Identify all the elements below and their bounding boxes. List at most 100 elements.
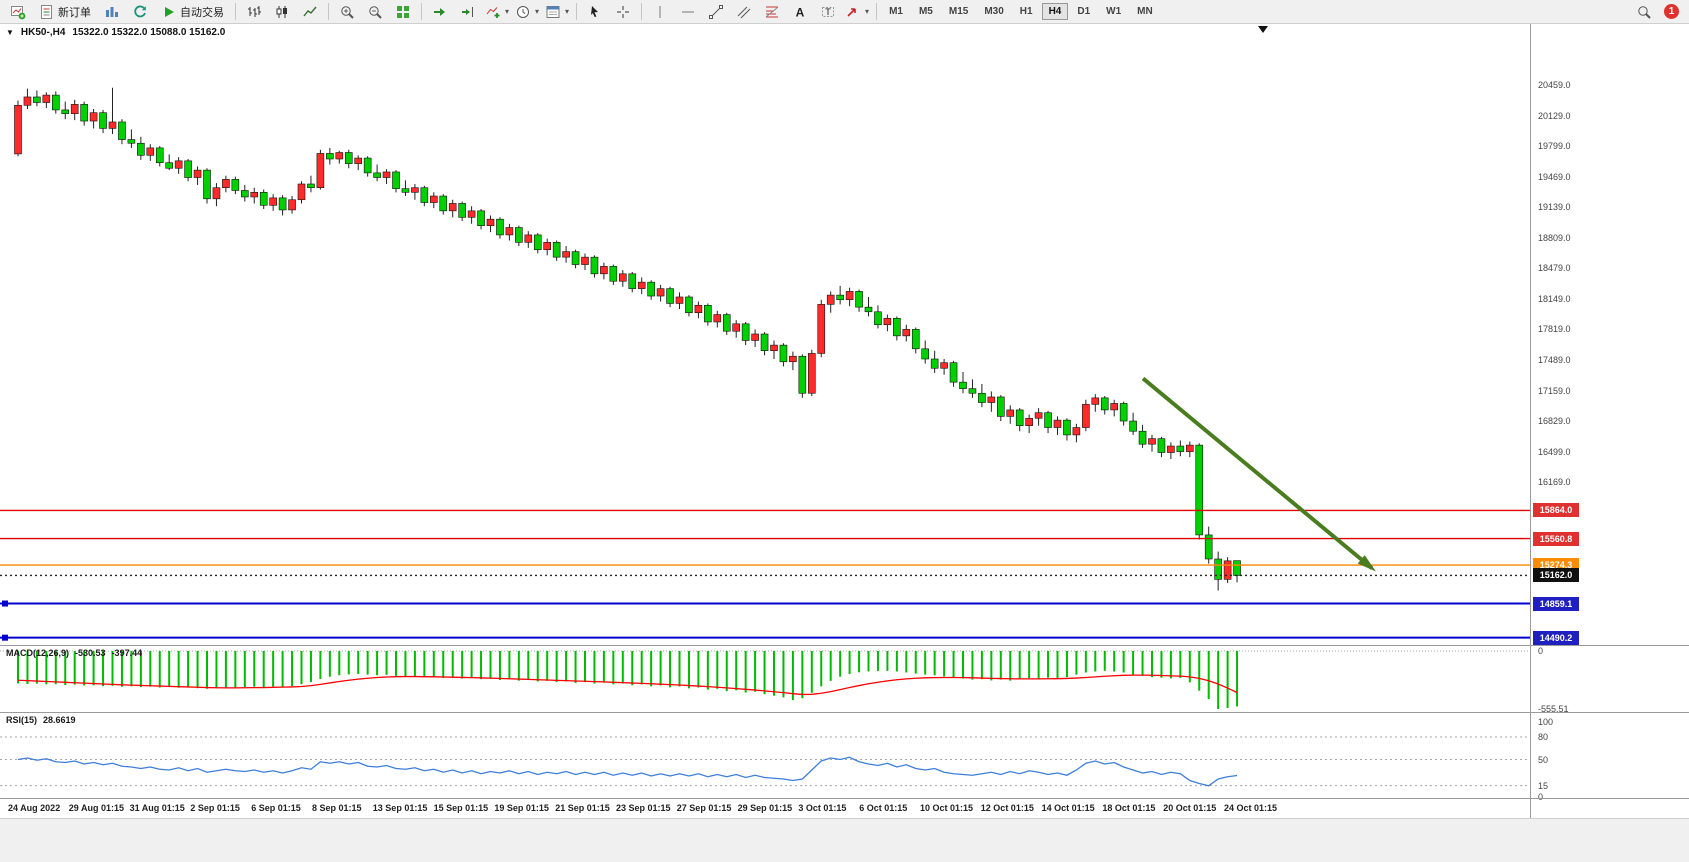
main-chart-canvas[interactable]: [0, 24, 1530, 645]
macd-label: MACD(12,26,9) -530.53 -397.44: [6, 648, 142, 658]
trendline-button[interactable]: [702, 1, 730, 23]
search-button[interactable]: [1630, 1, 1658, 23]
pane-separator[interactable]: [0, 712, 1689, 713]
text-label-button[interactable]: T: [814, 1, 842, 23]
time-axis-label: 24 Aug 2022: [8, 803, 61, 813]
price-axis-label: 18479.0: [1538, 263, 1571, 274]
templates-icon: [545, 4, 561, 20]
price-axis-label: 18809.0: [1538, 232, 1571, 243]
price-level-badge: 15864.0: [1533, 503, 1579, 518]
time-axis-label: 8 Sep 01:15: [312, 803, 362, 813]
rsi-value: 28.6619: [43, 715, 76, 725]
time-axis-label: 29 Sep 01:15: [737, 803, 793, 813]
rsi-axis-label: 0: [1538, 792, 1544, 802]
periods-clock-icon: [515, 4, 531, 20]
macd-main-value: -530.53: [75, 648, 106, 658]
macd-histogram: [17, 651, 1239, 709]
chart-shift-button[interactable]: [454, 1, 482, 23]
time-axis-label: 15 Sep 01:15: [433, 803, 489, 813]
autotrading-button[interactable]: 自动交易: [154, 1, 231, 23]
indicators-button[interactable]: ▾: [482, 1, 512, 23]
new-order-button[interactable]: 新订单: [32, 1, 98, 23]
vertical-line-icon: [652, 4, 668, 20]
quick-trade-expander-icon[interactable]: ▼: [6, 28, 14, 37]
svg-text:A: A: [796, 5, 805, 19]
price-level-badge: 14859.1: [1533, 596, 1579, 611]
price-axis-label: 18149.0: [1538, 293, 1571, 304]
macd-axis-label: 0: [1538, 646, 1544, 656]
price-axis-separator: [1530, 24, 1531, 818]
tile-windows-icon: [395, 4, 411, 20]
auto-scroll-button[interactable]: [426, 1, 454, 23]
chart-title: ▼ HK50-,H4 15322.0 15322.0 15088.0 15162…: [6, 27, 225, 38]
zoom-out-button[interactable]: [361, 1, 389, 23]
time-axis[interactable]: 24 Aug 2022 29 Aug 01:15 31 Aug 01:15 2 Sep…: [0, 798, 1530, 818]
horizontal-line-icon: [680, 4, 696, 20]
time-axis-label: 14 Oct 01:15: [1041, 803, 1095, 813]
timeframe-button-m5[interactable]: M5: [918, 6, 933, 17]
timeframe-button-d1[interactable]: D1: [1077, 6, 1091, 17]
channel-button[interactable]: [730, 1, 758, 23]
timeframe-button-w1[interactable]: W1: [1106, 6, 1122, 17]
chart-symbol-period: HK50-,H4: [20, 27, 66, 38]
timeframe-button-h4[interactable]: H4: [1041, 3, 1069, 20]
price-level-lines[interactable]: [0, 509, 1530, 641]
timeframe-button-m15[interactable]: M15: [948, 6, 969, 17]
macd-pane-canvas[interactable]: [0, 645, 1530, 712]
price-level-badge: 15560.8: [1533, 531, 1579, 546]
trend-arrow[interactable]: [1141, 376, 1376, 572]
macd-signal-value: -397.44: [111, 648, 143, 658]
timeframe-button-h1[interactable]: H1: [1019, 6, 1033, 17]
price-axis-label: 19469.0: [1538, 171, 1571, 182]
fibonacci-button[interactable]: [758, 1, 786, 23]
time-axis-label: 20 Oct 01:15: [1163, 803, 1217, 813]
cursor-button[interactable]: [581, 1, 609, 23]
rsi-axis-label: 100: [1538, 717, 1554, 727]
line-chart-icon: [302, 4, 318, 20]
crosshair-button[interactable]: [609, 1, 637, 23]
price-axis-label: 17159.0: [1538, 385, 1571, 396]
time-axis-label: 18 Oct 01:15: [1102, 803, 1156, 813]
rsi-axis-label: 80: [1538, 732, 1549, 742]
main-toolbar: 新订单 自动交易: [0, 0, 1689, 24]
price-axis[interactable]: 20459.0 20129.0 19799.0 19469.0 19139.0 18809…: [1531, 24, 1689, 818]
macd-axis-label: -555.51: [1538, 704, 1569, 714]
time-axis-label: 13 Sep 01:15: [372, 803, 428, 813]
timeframe-button-m1[interactable]: M1: [889, 6, 903, 17]
zoom-in-button[interactable]: [333, 1, 361, 23]
rsi-line: [17, 756, 1238, 787]
toolbar-separator: [876, 3, 878, 20]
bar-chart-icon: [246, 4, 262, 20]
horizontal-line-button[interactable]: [674, 1, 702, 23]
new-chart-button[interactable]: [4, 1, 32, 23]
zoom-in-icon: [339, 4, 355, 20]
crosshair-icon: [615, 4, 631, 20]
bar-chart-button[interactable]: [240, 1, 268, 23]
rsi-pane-canvas[interactable]: [0, 712, 1530, 798]
periods-button[interactable]: ▾: [512, 1, 542, 23]
price-axis-label: 16829.0: [1538, 416, 1571, 427]
refresh-button[interactable]: [126, 1, 154, 23]
pane-separator[interactable]: [0, 645, 1689, 646]
templates-button[interactable]: ▾: [542, 1, 572, 23]
text-button[interactable]: A: [786, 1, 814, 23]
svg-text:T: T: [825, 7, 831, 17]
notification-badge[interactable]: 1: [1664, 4, 1679, 19]
rsi-label: RSI(15) 28.6619: [6, 715, 76, 725]
line-chart-button[interactable]: [296, 1, 324, 23]
vertical-line-button[interactable]: [646, 1, 674, 23]
rsi-name: RSI(15): [6, 715, 38, 725]
candlestick-chart-button[interactable]: [268, 1, 296, 23]
rsi-axis-label: 15: [1538, 780, 1549, 791]
timeframe-button-mn[interactable]: MN: [1137, 6, 1153, 17]
indicators-icon: [485, 4, 501, 20]
tile-windows-button[interactable]: [389, 1, 417, 23]
price-axis-label: 20129.0: [1538, 110, 1571, 121]
periods-caret-icon: ▾: [535, 7, 540, 16]
market-watch-button[interactable]: [98, 1, 126, 23]
timeframe-button-m30[interactable]: M30: [984, 6, 1004, 17]
arrows-button[interactable]: ▾: [842, 1, 872, 23]
toolbar-separator: [328, 3, 329, 20]
time-axis-label: 2 Sep 01:15: [190, 803, 240, 813]
